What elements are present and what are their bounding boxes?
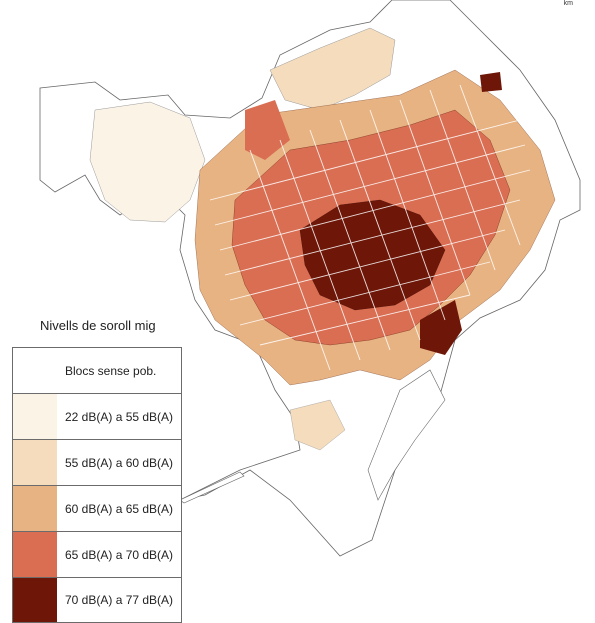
port-block [420, 300, 462, 355]
scale-unit: km [563, 0, 573, 7]
legend-item: 70 dB(A) a 77 dB(A) [12, 577, 182, 623]
south-zone [289, 399, 346, 451]
legend-item: 55 dB(A) a 60 dB(A) [12, 439, 182, 485]
legend-label: 70 dB(A) a 77 dB(A) [61, 578, 181, 622]
legend-label: 65 dB(A) a 70 dB(A) [61, 532, 181, 577]
legend-swatch [13, 532, 57, 577]
legend-label: Blocs sense pob. [61, 348, 181, 393]
legend-swatch [13, 440, 57, 485]
map-legend: Nivells de soroll mig Blocs sense pob. 2… [12, 318, 212, 623]
legend-label: 55 dB(A) a 60 dB(A) [61, 440, 181, 485]
legend-label: 60 dB(A) a 65 dB(A) [61, 486, 181, 531]
collserola-zone-2 [269, 27, 396, 111]
legend-item: 22 dB(A) a 55 dB(A) [12, 393, 182, 439]
legend-item: Blocs sense pob. [12, 347, 182, 393]
harbour [367, 369, 446, 501]
legend-item: 60 dB(A) a 65 dB(A) [12, 485, 182, 531]
northwest-block [245, 100, 290, 160]
legend-swatch [13, 394, 57, 439]
street-grid [209, 84, 531, 371]
legend-item: 65 dB(A) a 70 dB(A) [12, 531, 182, 577]
legend-title: Nivells de soroll mig [40, 318, 156, 333]
breakwater [179, 471, 245, 504]
collserola-zone [89, 101, 206, 223]
noise-map [39, 0, 581, 557]
legend-swatch [13, 348, 57, 393]
legend-label: 22 dB(A) a 55 dB(A) [61, 394, 181, 439]
legend-items: Blocs sense pob. 22 dB(A) a 55 dB(A) 55 … [12, 347, 212, 623]
legend-swatch [13, 486, 57, 531]
north-block [480, 72, 502, 92]
legend-swatch [13, 578, 57, 622]
